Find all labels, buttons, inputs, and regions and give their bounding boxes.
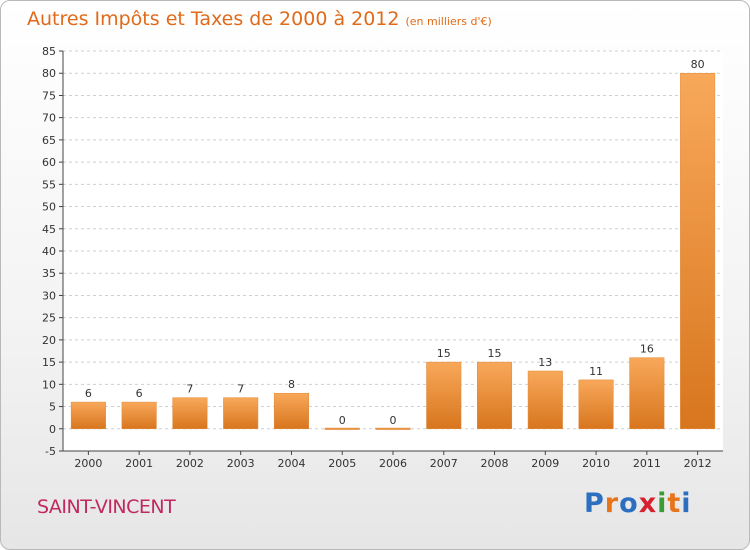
y-tick-label: -5	[45, 445, 56, 458]
y-tick-label: 60	[42, 156, 56, 169]
y-tick-label: 25	[42, 312, 56, 325]
y-tick-label: 70	[42, 112, 56, 125]
x-tick-label: 2012	[684, 457, 712, 470]
x-tick-label: 2007	[430, 457, 458, 470]
bar-2009	[527, 370, 563, 430]
data-label-2011: 16	[640, 343, 654, 356]
y-tick-label: 35	[42, 267, 56, 280]
chart-title: Autres Impôts et Taxes de 2000 à 2012 (en…	[27, 8, 492, 30]
x-tick-label: 2001	[125, 457, 153, 470]
x-tick-label: 2010	[582, 457, 610, 470]
y-tick-label: 20	[42, 334, 56, 347]
bar-2006	[375, 427, 411, 430]
logo-letter: t	[667, 488, 682, 519]
bar-2007	[426, 361, 462, 430]
proxiti-logo: Proxiti	[584, 488, 692, 519]
bar-2001	[121, 401, 157, 430]
logo-letter: i	[681, 488, 692, 519]
data-label-2009: 13	[538, 356, 552, 369]
y-tick-label: 85	[42, 45, 56, 58]
bar-2010	[578, 379, 614, 430]
bar-2008	[477, 361, 513, 430]
bar-2004	[273, 392, 309, 430]
y-tick-label: 5	[49, 401, 56, 414]
y-tick-label: 40	[42, 245, 56, 258]
x-tick-label: 2004	[277, 457, 305, 470]
bar-2012	[680, 72, 716, 430]
x-tick-label: 2002	[176, 457, 204, 470]
y-tick-label: 30	[42, 289, 56, 302]
data-label-2006: 0	[390, 414, 397, 427]
y-tick-label: 50	[42, 201, 56, 214]
logo-letter: P	[584, 488, 605, 519]
data-label-2004: 8	[288, 378, 295, 391]
y-tick-label: 80	[42, 67, 56, 80]
chart-subtitle: (en milliers d'€)	[405, 15, 492, 28]
x-tick-label: 2011	[633, 457, 661, 470]
data-label-2000: 6	[85, 387, 92, 400]
grid-lines	[63, 50, 723, 452]
logo-letter: o	[619, 488, 639, 519]
x-tick-label: 2009	[531, 457, 559, 470]
data-label-2001: 6	[136, 387, 143, 400]
data-label-2003: 7	[237, 383, 244, 396]
y-tick-label: 45	[42, 223, 56, 236]
data-label-2010: 11	[589, 365, 603, 378]
data-label-2005: 0	[339, 414, 346, 427]
logo-letter: i	[657, 488, 668, 519]
place-name: SAINT-VINCENT	[37, 496, 176, 518]
x-tick-label: 2003	[227, 457, 255, 470]
y-tick-label: 75	[42, 89, 56, 102]
axes: -505101520253035404550556065707580852000…	[42, 45, 723, 470]
y-tick-label: 65	[42, 134, 56, 147]
data-label-2007: 15	[437, 347, 451, 360]
logo-letter: x	[638, 488, 658, 519]
y-tick-label: 0	[49, 423, 56, 436]
bar-2000	[70, 401, 106, 430]
chart-title-text: Autres Impôts et Taxes de 2000 à 2012	[27, 8, 400, 30]
data-label-2002: 7	[186, 383, 193, 396]
data-label-2008: 15	[488, 347, 502, 360]
x-tick-label: 2000	[74, 457, 102, 470]
y-tick-label: 55	[42, 178, 56, 191]
bar-2002	[172, 397, 208, 430]
x-tick-label: 2008	[481, 457, 509, 470]
bar-2005	[324, 427, 360, 430]
x-tick-label: 2005	[328, 457, 356, 470]
y-tick-label: 10	[42, 378, 56, 391]
data-label-2012: 80	[691, 58, 705, 71]
bar-2003	[223, 397, 259, 430]
bars	[70, 72, 716, 430]
x-tick-label: 2006	[379, 457, 407, 470]
bar-2011	[629, 357, 665, 430]
y-tick-label: 15	[42, 356, 56, 369]
logo-letter: r	[604, 488, 620, 519]
